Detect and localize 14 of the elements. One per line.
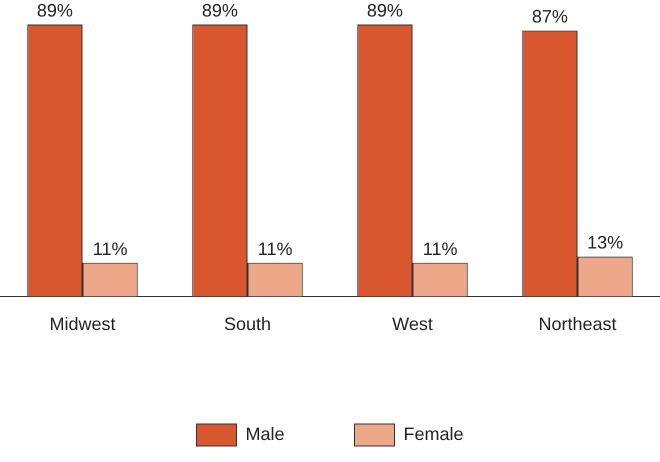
legend-label: Female [403,424,464,444]
x-tick-label: South [224,314,272,334]
x-tick-label: Midwest [49,314,116,334]
data-label: 11% [92,238,128,259]
data-label: 87% [532,6,568,27]
x-tick-label: West [392,314,433,334]
data-label: 13% [587,232,624,253]
x-tick-label: Northeast [538,314,617,334]
data-label: 11% [422,238,458,259]
data-label: 89% [36,0,73,20]
data-label: 89% [202,0,238,20]
data-label: 11% [258,238,292,259]
data-label: 89% [366,0,403,20]
legend-label: Male [245,424,284,444]
